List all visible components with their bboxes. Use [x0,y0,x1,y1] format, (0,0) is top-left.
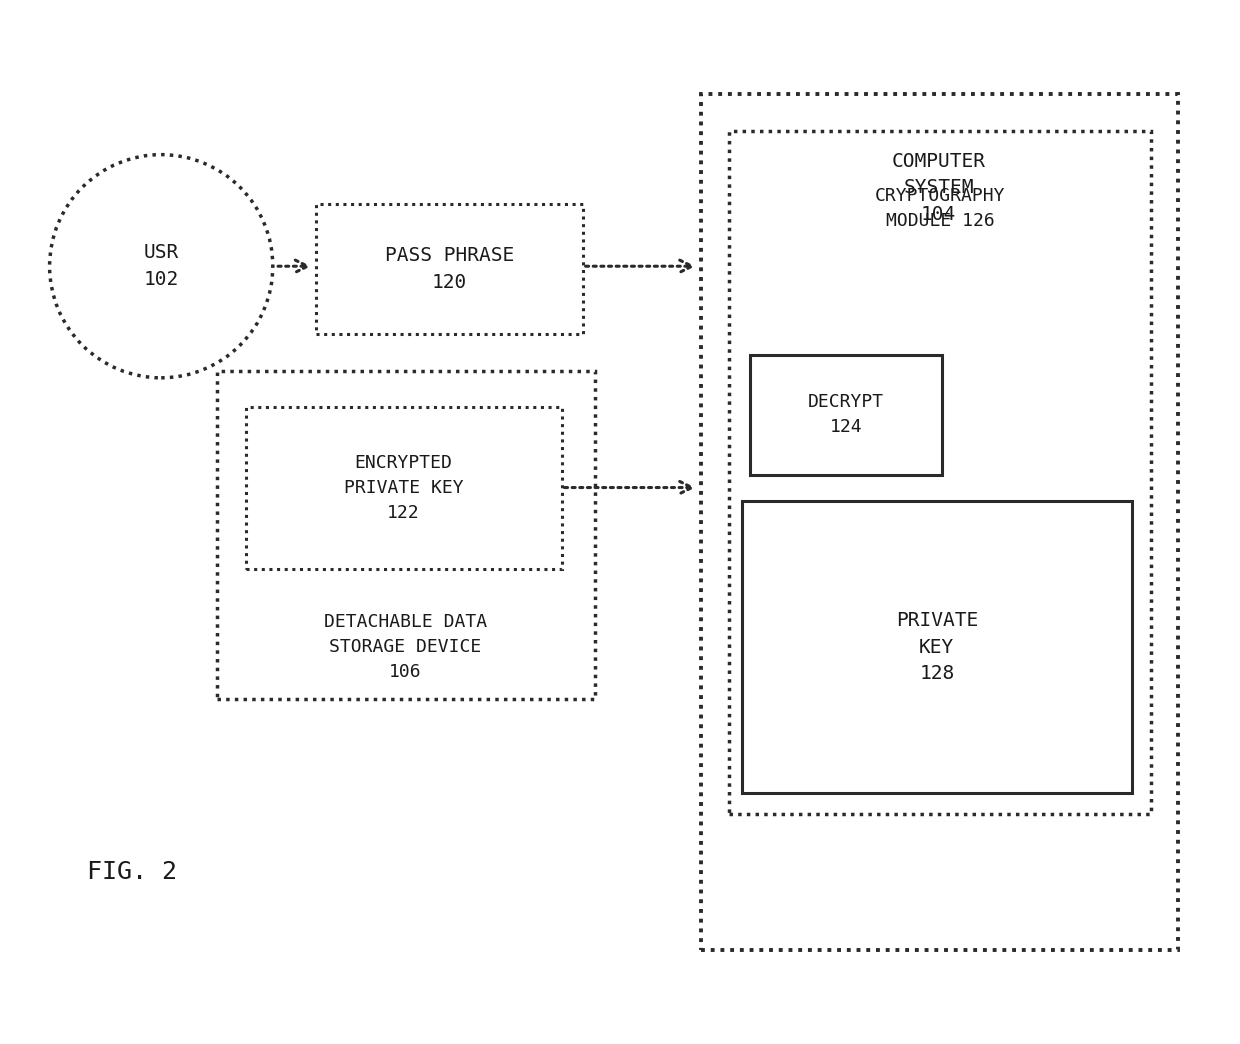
Bar [217,371,595,699]
Text: COMPUTER
SYSTEM
104: COMPUTER SYSTEM 104 [892,152,986,223]
Bar [742,501,1132,793]
Bar [701,94,1178,950]
Text: FIG. 2: FIG. 2 [87,860,177,883]
Bar [316,204,583,334]
Text: PRIVATE
KEY
128: PRIVATE KEY 128 [895,612,978,683]
Bar [750,355,942,475]
Text: USR
102: USR 102 [144,243,179,289]
Text: DECRYPT
124: DECRYPT 124 [808,394,884,436]
Text: CRYPTOGRAPHY
MODULE 126: CRYPTOGRAPHY MODULE 126 [874,187,1006,231]
Text: ENCRYPTED
PRIVATE KEY
122: ENCRYPTED PRIVATE KEY 122 [343,454,464,522]
Bar [246,407,562,569]
Text: DETACHABLE DATA
STORAGE DEVICE
106: DETACHABLE DATA STORAGE DEVICE 106 [324,613,487,682]
Bar [729,130,1151,814]
Text: PASS PHRASE
120: PASS PHRASE 120 [384,246,515,291]
Circle shape [50,155,273,378]
